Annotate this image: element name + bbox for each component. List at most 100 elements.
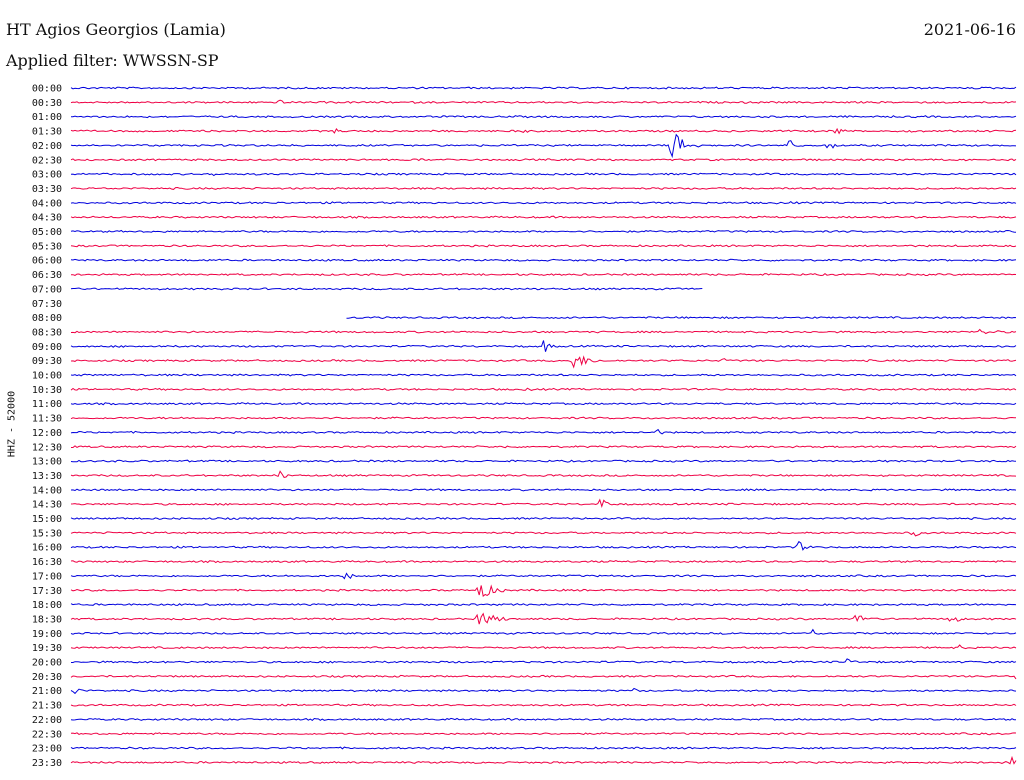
row-label: 05:00 [32,227,62,238]
row-label: 01:00 [32,112,62,123]
trace-line [70,328,1017,335]
trace-line [70,158,1017,162]
trace-line [70,133,1017,159]
trace-line [70,387,1017,391]
trace-line [70,373,1017,377]
row-label: 00:00 [32,84,62,95]
row-label: 15:30 [32,528,62,539]
trace-line [70,115,1017,119]
row-label: 17:30 [32,586,62,597]
row-label: 20:00 [32,658,62,669]
trace-line [70,498,1017,509]
row-label: 15:00 [32,514,62,525]
trace-line [71,272,1017,277]
trace-line [70,287,703,291]
row-label: 08:00 [32,313,62,324]
row-label: 03:00 [32,170,62,181]
row-label: 07:30 [32,299,62,310]
row-label: 11:30 [32,414,62,425]
row-label: 23:00 [32,744,62,755]
row-label: 10:30 [32,385,62,396]
row-label: 19:30 [32,643,62,654]
row-label: 02:30 [32,155,62,166]
trace-line [70,732,1017,736]
trace-line [70,517,1017,520]
row-labels: 00:00 00:30 01:00 01:30 02:00 02:30 03:00 03:30… [32,84,62,769]
trace-line [70,560,1017,564]
row-label: 08:30 [32,327,62,338]
station-title: HT Agios Georgios (Lamia) [6,20,226,39]
trace-line [71,658,1017,664]
row-label: 13:30 [32,471,62,482]
row-label: 23:30 [32,758,62,769]
trace-line [70,428,1017,435]
row-label: 22:00 [32,715,62,726]
trace-line [70,584,1017,598]
row-label: 04:30 [32,213,62,224]
trace-line [70,355,1017,369]
row-label: 03:30 [32,184,62,195]
trace-line [70,612,1017,625]
trace-line [70,644,1017,650]
row-label: 17:00 [32,571,62,582]
trace-line [70,572,1017,580]
trace-line [70,99,1017,104]
trace-line [70,215,1017,219]
row-label: 22:30 [32,729,62,740]
trace-line [70,717,1016,722]
trace-line [70,746,1017,750]
trace-line [70,603,1017,607]
trace-line [71,445,1017,449]
trace-line [70,200,1017,205]
row-label: 09:30 [32,356,62,367]
row-label: 14:00 [32,485,62,496]
row-label: 11:00 [32,399,62,410]
trace-line [70,531,1017,537]
trace-line [70,229,1017,233]
filter-label: Applied filter: WWSSN-SP [6,51,219,70]
row-label: 02:00 [32,141,62,152]
row-label: 00:30 [32,98,62,109]
trace-line [70,186,1017,191]
row-label: 10:00 [32,371,62,382]
row-label: 05:30 [32,241,62,252]
row-label: 20:30 [32,672,62,683]
row-label: 01:30 [32,127,62,138]
trace-line [70,687,1017,695]
row-label: 06:30 [32,270,62,281]
trace-line [70,628,1017,635]
row-label: 19:00 [32,629,62,640]
row-label: 07:00 [32,284,62,295]
trace-line [70,340,1017,352]
trace-line [70,416,1016,420]
trace-line [70,244,1017,248]
row-label: 18:30 [32,614,62,625]
trace-line [70,755,1017,765]
row-label: 18:00 [32,600,62,611]
row-label: 14:30 [32,500,62,511]
row-label: 21:30 [32,701,62,712]
row-label: 12:30 [32,442,62,453]
trace-line [70,127,1017,135]
row-label: 09:00 [32,342,62,353]
trace-line [70,674,1017,680]
trace-line [70,459,1017,463]
trace-line [70,172,1017,177]
trace-line [70,86,1017,90]
trace-line [70,470,1017,478]
row-label: 06:00 [32,256,62,267]
trace-line [346,316,1017,320]
row-label: 16:30 [32,557,62,568]
seismic-traces [70,86,1017,765]
row-label: 16:00 [32,543,62,554]
trace-line [70,402,1017,406]
trace-line [70,703,1017,707]
trace-line [70,258,1017,262]
row-label: 21:00 [32,686,62,697]
row-label: 04:00 [32,198,62,209]
trace-line [70,488,1017,492]
date-label: 2021-06-16 [923,20,1016,39]
trace-line [70,540,1017,551]
row-label: 12:00 [32,428,62,439]
